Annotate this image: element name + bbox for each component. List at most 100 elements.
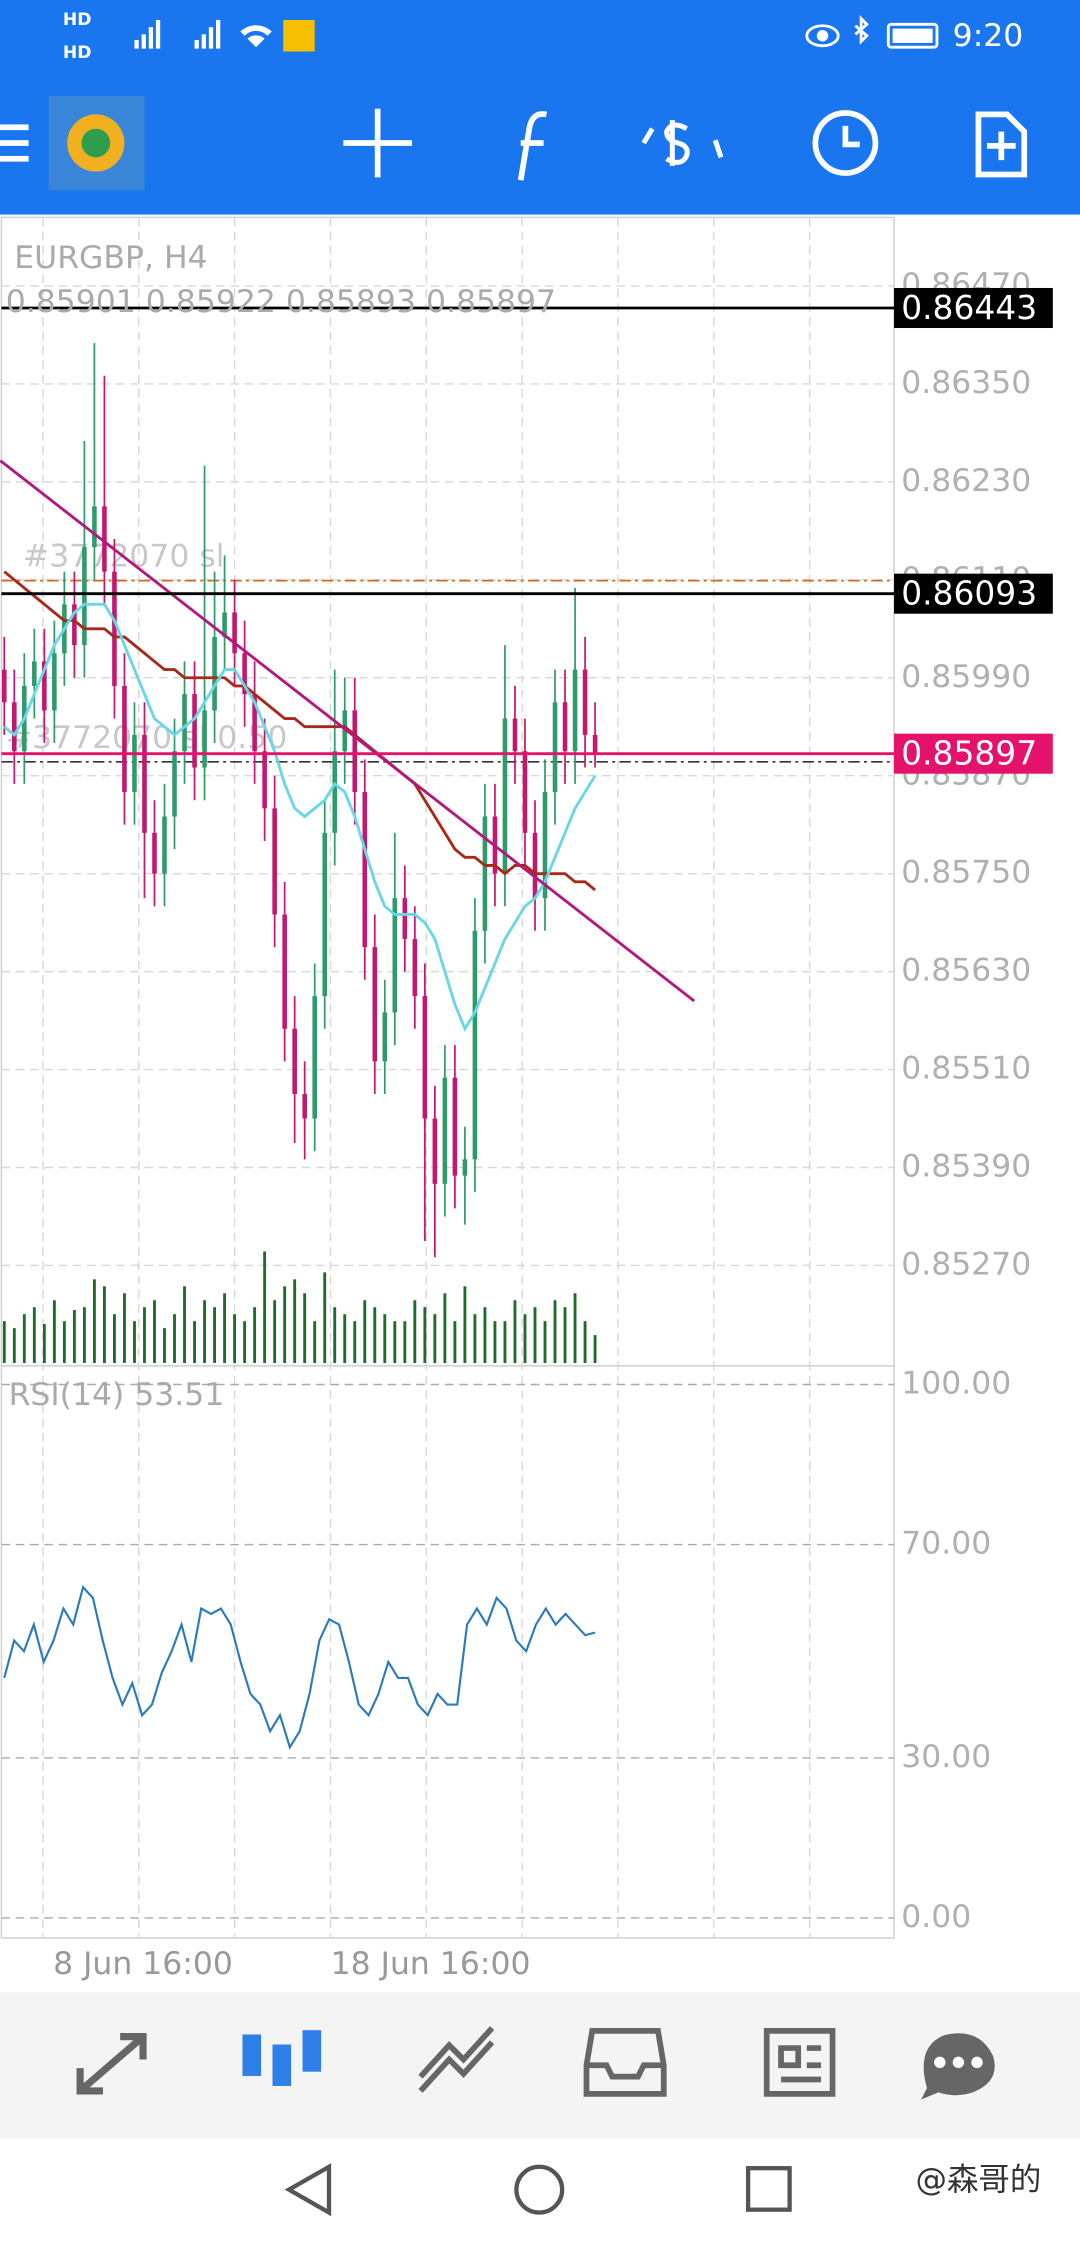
volume-bar [102,1286,106,1363]
candle-body [152,832,157,874]
x-tick-label: 8 Jun 16:00 [53,1946,233,1982]
volume-bar [373,1307,377,1363]
y-tick-label: 0.85390 [901,1149,1031,1185]
chart-frame [0,216,895,1939]
crosshair-icon[interactable] [343,108,412,178]
candle-body [512,718,518,752]
rsi-label: RSI(14) 53.51 [9,1377,225,1413]
toolbar [0,95,1028,191]
volume-bar [203,1300,206,1363]
price-box [894,287,1053,329]
price-box [894,733,1053,774]
volume-bar [453,1321,457,1363]
candle-body [202,710,207,768]
new-order-icon[interactable] [975,111,1028,178]
home-button[interactable] [514,2164,565,2215]
candle-body [262,751,267,809]
candle-body [72,604,77,646]
volume-bar [223,1293,227,1363]
volume-bar [383,1314,387,1363]
y-tick-label: 0.85750 [901,855,1031,891]
volume-bar [82,1307,86,1363]
candle-body [332,751,338,833]
price-plot: 8 Jun 16:00 18 Jun 16:000.864700.863500.8… [0,267,1053,1982]
y-tick-label: 0.86230 [901,463,1031,499]
volume-bar [173,1314,176,1363]
trade-icon[interactable] [641,120,724,166]
volume-bar [333,1307,337,1363]
volume-bar [22,1314,26,1363]
candle-body [172,751,177,817]
volume-bar [2,1321,6,1363]
y-tick-label: 0.85990 [901,659,1031,695]
volume-bar [543,1321,547,1363]
volume-bar [413,1300,417,1363]
volume-bar [313,1321,317,1363]
candle-body [272,808,277,915]
moving-average [3,570,596,892]
chart-tab[interactable] [242,2030,322,2086]
candle-body [372,947,378,1062]
rsi-tick-label: 70.00 [901,1526,991,1562]
y-tick-label: 0.85270 [901,1246,1031,1282]
candle-body [2,669,7,703]
volume-bar [323,1272,327,1363]
candle-body [552,702,558,793]
candle-body [322,832,328,997]
candle-body [192,694,197,768]
trendline [0,459,696,1003]
history-icon[interactable] [812,110,879,176]
candle-body [422,996,428,1119]
hd-badge: HD [63,43,92,63]
volume-bar [463,1286,467,1363]
volume-bar [32,1307,36,1363]
candle-body [442,1077,448,1184]
volume-bar [563,1307,567,1363]
candle-body [142,734,147,833]
recents-button[interactable] [745,2166,792,2212]
volume-bar [593,1335,597,1363]
menu-icon[interactable] [0,124,29,131]
candle-body [182,694,187,752]
hd-badge: HD [63,10,92,30]
candle-body [82,547,87,646]
volume-bar [343,1314,347,1363]
y-tick-label: 0.85630 [901,953,1031,989]
history-tab[interactable] [583,2028,667,2097]
candle-body [432,1118,438,1184]
candle-body [312,996,317,1119]
news-tab[interactable] [763,2028,836,2097]
rsi-tick-label: 0.00 [901,1899,971,1935]
volume-bar [483,1307,487,1363]
quotes-tab[interactable] [76,2033,147,2095]
back-button[interactable] [284,2163,332,2217]
volume-bar [62,1321,66,1363]
trade-tab[interactable] [418,2026,495,2093]
x-tick-label: 18 Jun 16:00 [331,1946,531,1982]
candle-body [32,661,37,686]
status-icons [805,15,939,49]
indicator-icon[interactable] [517,111,547,181]
signal-icons [134,20,315,52]
bottom-nav-icons [76,2026,995,2100]
watermark: @森哥的 [915,2162,1041,2198]
candle-body [402,898,408,939]
candle-body [412,938,418,997]
volume-bar [133,1321,136,1363]
volume-bar [393,1321,397,1363]
candle-body [542,792,548,899]
candle-body [482,816,488,931]
volume-bar [423,1307,427,1363]
volume-bar [193,1321,196,1363]
volume-bar [303,1293,307,1363]
volume-bar [123,1293,126,1363]
volume-bar [92,1279,96,1363]
candle-body [472,930,478,1160]
volume-bar [493,1321,497,1363]
system-nav [284,2163,792,2217]
volume-bar [283,1286,287,1363]
candle-body [502,718,508,874]
price-box-label: 0.86443 [901,288,1037,327]
